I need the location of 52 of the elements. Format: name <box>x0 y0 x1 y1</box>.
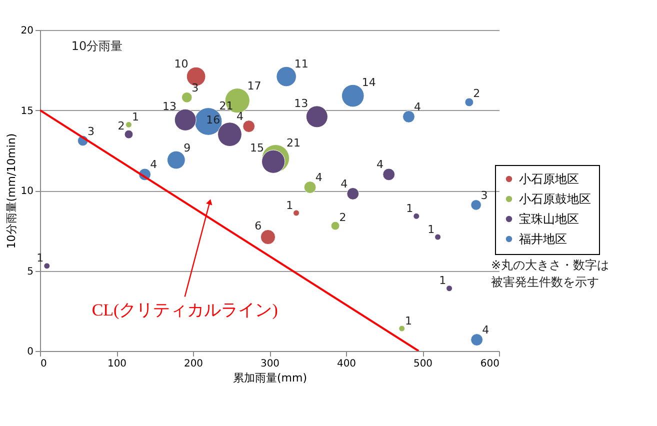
y-tick-label: 0 <box>27 346 34 358</box>
data-label: 17 <box>247 80 262 93</box>
data-label: 4 <box>414 100 422 114</box>
y-tick-label: 5 <box>27 266 34 278</box>
data-label: 4 <box>482 323 490 336</box>
x-tick-label: 0 <box>40 358 47 370</box>
y-tick-label: 10 <box>20 186 34 197</box>
annotation: CL(クリティカルライン) <box>92 300 278 320</box>
data-label: 2 <box>118 119 125 132</box>
x-tick-label: 300 <box>260 358 280 370</box>
y-axis-title: 10分雨量(mm/10min) <box>4 133 18 249</box>
data-label: 4 <box>376 158 384 172</box>
x-axis-title: 累加雨量(mm) <box>232 372 308 384</box>
text: 10分雨量 <box>71 39 123 53</box>
data-label: 1 <box>439 274 446 288</box>
x-tick-label: 100 <box>107 358 127 370</box>
y-tick-label: 15 <box>20 106 34 117</box>
data-label: 4 <box>236 110 244 123</box>
data-label: 1 <box>286 198 294 212</box>
data-label: 3 <box>88 125 95 138</box>
data-label: 1 <box>406 202 414 215</box>
legend-label: 福井地区 <box>519 232 567 246</box>
x-tick-label: 400 <box>336 358 356 370</box>
data-label: 4 <box>150 158 158 172</box>
data-label: 4 <box>340 177 348 190</box>
data-label: 6 <box>254 220 262 233</box>
data-label: 3 <box>480 189 488 202</box>
data-label: 1 <box>428 222 435 236</box>
data-label: 15 <box>250 141 264 154</box>
data-label: 11 <box>294 57 308 70</box>
data-label: 14 <box>362 76 376 89</box>
annotation: ※丸の大きさ・数字は被害発生件数を示す <box>491 258 610 289</box>
x-tick-label: 500 <box>413 358 433 370</box>
data-label: 2 <box>473 87 480 100</box>
data-label: 1 <box>132 110 139 124</box>
data-label: 13 <box>162 100 177 114</box>
data-label: 13 <box>294 96 308 110</box>
data-label: 2 <box>339 210 346 224</box>
legend-label: 宝珠山地区 <box>519 212 579 226</box>
data-label: 3 <box>192 82 199 95</box>
x-tick-label: 200 <box>184 358 204 370</box>
legend-label: 小石原鼓地区 <box>519 192 591 206</box>
data-label: 21 <box>286 136 301 150</box>
y-tick-label: 20 <box>20 26 34 36</box>
data-label: 9 <box>184 142 191 155</box>
data-label: 10 <box>174 58 188 71</box>
data-label: 4 <box>315 170 322 184</box>
data-label: 1 <box>36 252 44 265</box>
legend-label: 小石原地区 <box>519 172 579 186</box>
data-label: 1 <box>405 314 412 328</box>
data-label: 16 <box>206 114 220 127</box>
x-tick-label: 600 <box>480 358 500 370</box>
